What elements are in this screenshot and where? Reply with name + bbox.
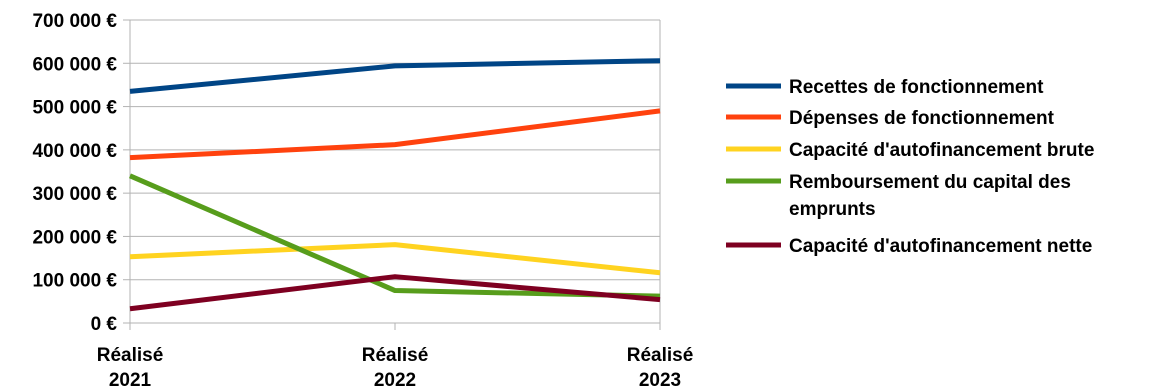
y-tick-label: 500 000 €	[32, 98, 117, 119]
legend-label: Capacité d'autofinancement nette	[789, 236, 1092, 257]
y-tick-label: 0 €	[91, 314, 118, 335]
y-tick-label: 300 000 €	[32, 184, 117, 205]
legend-label: Dépenses de fonctionnement	[789, 108, 1055, 129]
legend-label: Recettes de fonctionnement	[789, 77, 1044, 98]
x-tick-label: Réalisé 2022	[362, 345, 429, 390]
y-tick-label: 600 000 €	[32, 54, 117, 75]
legend-label: Capacité d'autofinancement brute	[789, 140, 1094, 161]
series-line	[129, 108, 661, 161]
series-line	[129, 274, 661, 312]
y-tick-label: 100 000 €	[32, 271, 117, 292]
series-lines	[129, 58, 661, 312]
series-line	[129, 58, 661, 94]
legend: Recettes de fonctionnement Dépenses de fo…	[726, 77, 1094, 257]
x-tick-label: Réalisé 2021	[97, 345, 164, 390]
y-tick-label: 200 000 €	[32, 227, 117, 248]
legend-label: Remboursement du capital des emprunts	[789, 172, 1071, 220]
series-line	[129, 242, 661, 276]
y-axis: 0 € 100 000 € 200 000 € 300 000 € 400 000 € 5…	[32, 11, 130, 335]
x-tick-label: Réalisé 2023	[627, 345, 694, 390]
y-tick-label: 400 000 €	[32, 141, 117, 162]
x-axis: Réalisé 2021 Réalisé 2022 Réalisé 2023	[97, 20, 694, 390]
gridlines	[130, 19, 660, 324]
y-tick-label: 700 000 €	[32, 11, 117, 32]
